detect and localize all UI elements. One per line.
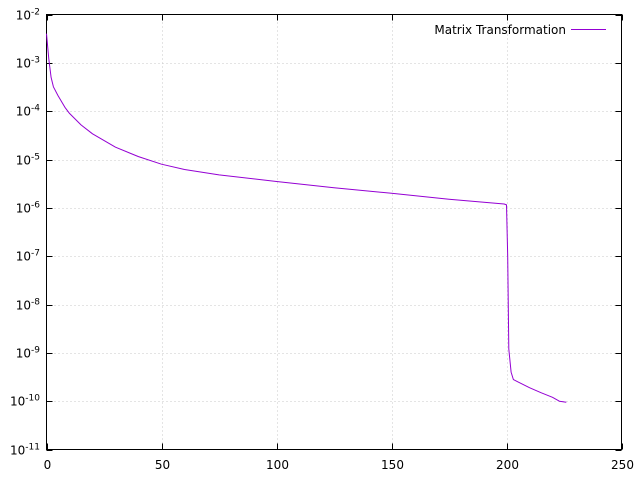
y-tick-label: 10-6 (16, 201, 41, 216)
x-tick-label: 50 (155, 458, 170, 472)
y-axis-tick-labels: 10-11 10-10 10-9 10-8 10-7 10-6 10-5 10-4 10-3 10… (10, 8, 40, 458)
series-lines (46, 33, 567, 403)
x-axis-tick-labels: 0 50 100 150 200 250 (44, 458, 634, 472)
plot-frame (46, 14, 622, 450)
y-tick-label: 10-3 (16, 56, 40, 71)
x-tick-label: 100 (266, 458, 289, 472)
legend-label: Matrix Transformation (434, 23, 566, 37)
y-tick-label: 10-2 (16, 8, 40, 23)
grid (46, 14, 622, 450)
y-tick-label: 10-5 (16, 153, 40, 168)
y-tick-label: 10-8 (16, 298, 41, 313)
x-tick-label: 150 (381, 458, 404, 472)
tick-marks (46, 14, 623, 451)
series-line (46, 33, 567, 403)
y-tick-label: 10-9 (16, 346, 41, 361)
x-tick-label: 250 (611, 458, 634, 472)
y-tick-label: 10-7 (16, 249, 40, 264)
x-tick-label: 0 (44, 458, 52, 472)
legend: Matrix Transformation (434, 23, 606, 37)
y-tick-label: 10-4 (16, 104, 41, 119)
y-tick-label: 10-10 (10, 394, 40, 409)
y-tick-label: 10-11 (10, 443, 40, 458)
x-tick-label: 200 (496, 458, 519, 472)
